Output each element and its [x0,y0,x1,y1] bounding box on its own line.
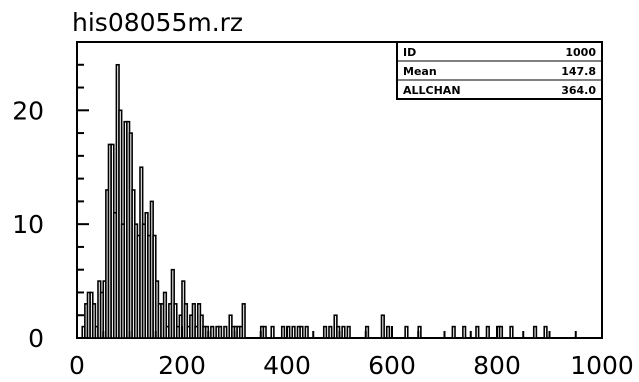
histogram-bin [328,325,333,339]
stats-row-value: 364.0 [561,84,596,97]
y-axis-tick-labels: 0 10 20 [12,96,44,353]
stats-row-name: ID [403,46,416,59]
histogram-bin [304,325,309,339]
stats-row-value: 1000 [565,46,596,59]
histogram-bin [543,325,548,339]
histogram-bin [341,325,346,339]
histogram-bin [173,303,178,339]
x-tick-label: 0 [69,351,85,380]
histogram-bin [346,325,351,339]
x-axis-ticks [76,326,603,338]
histogram-bars [81,63,548,339]
histogram-bin [380,314,385,339]
histogram-bin [223,325,228,339]
histogram-bin [385,325,391,339]
histogram-bin [270,325,275,339]
histogram-bin [532,325,538,339]
plot-area [76,41,603,339]
y-axis-ticks [77,41,89,339]
histogram-bin [509,325,514,339]
histogram-bin [498,325,504,339]
stats-row-value: 147.8 [561,65,596,78]
histogram-bin [322,325,328,339]
histogram-bin [404,325,409,339]
histogram-bin [291,325,296,339]
histogram-bin [91,303,97,339]
x-tick-label: 600 [368,351,416,380]
histogram-bin [475,325,480,339]
histogram-bin [217,325,223,339]
stats-box: ID 1000 Mean 147.8 ALLCHAN 364.0 [396,41,603,100]
y-tick-label: 10 [12,210,44,239]
histogram-bin [485,325,490,339]
x-tick-label: 400 [263,351,311,380]
histogram-bin [299,325,304,339]
stats-box-frame [396,41,603,100]
histogram-bin [280,325,286,339]
x-tick-label: 800 [473,351,521,380]
histogram-bin [162,291,168,339]
y-tick-label: 0 [28,324,44,353]
histogram-bin [462,325,467,339]
chart-title: his08055m.rz [72,8,243,37]
histogram-bin [451,325,456,339]
y-tick-label: 20 [12,96,44,125]
x-tick-label: 200 [158,351,206,380]
stats-row-name: ALLCHAN [403,84,461,97]
histogram-bin [241,303,246,339]
histogram-bin [262,325,267,339]
x-axis-tick-labels: 0 200 400 600 800 1000 [69,351,634,380]
x-tick-label: 1000 [570,351,634,380]
histogram-bin [183,303,189,339]
histogram-bin [210,325,215,339]
histogram-bin [191,303,196,339]
stats-row-name: Mean [403,65,437,78]
